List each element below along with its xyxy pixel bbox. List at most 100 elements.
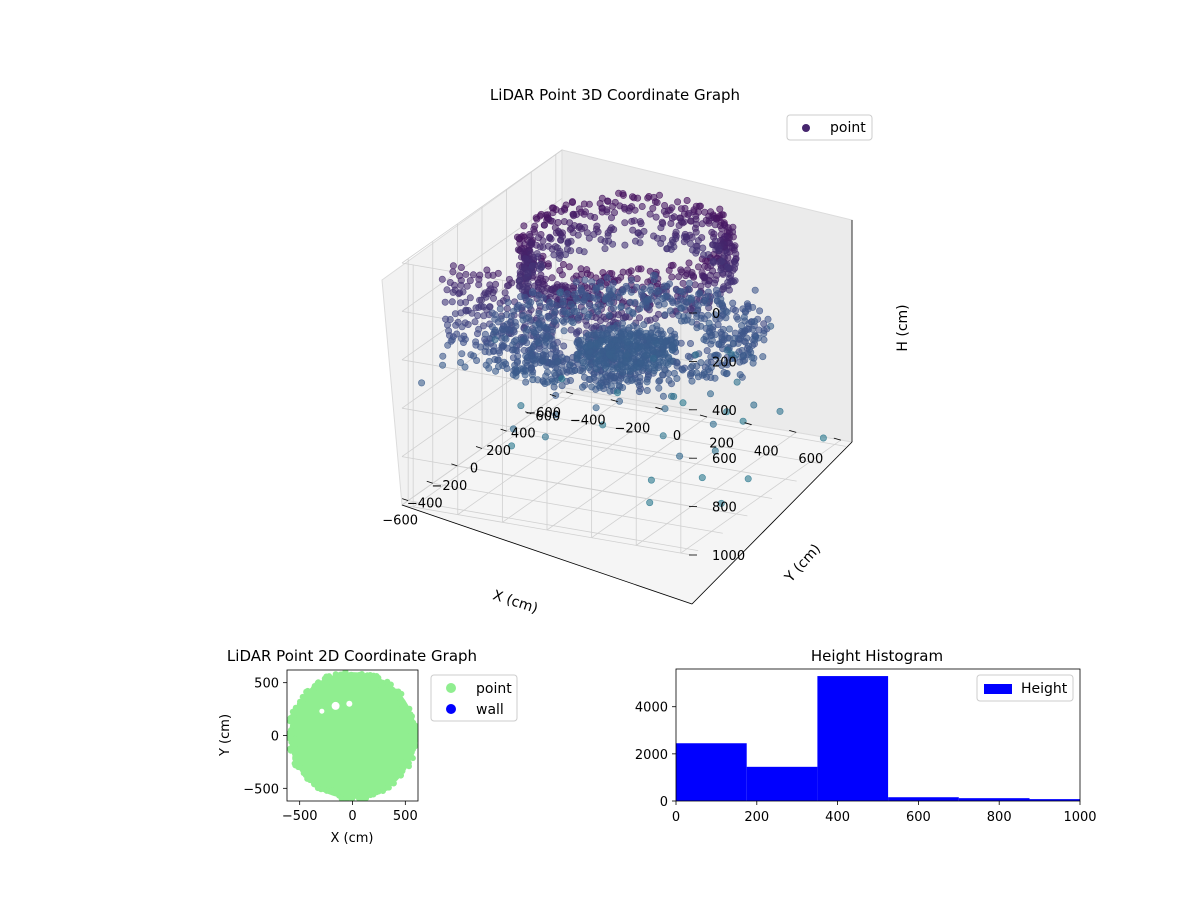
scatter-point-2d bbox=[397, 772, 404, 779]
scatter-point-3d bbox=[528, 371, 536, 379]
scatter-point-3d bbox=[705, 319, 713, 327]
scatter-point-3d bbox=[526, 239, 534, 247]
scatter-point-3d bbox=[687, 296, 695, 304]
point-gap-2d bbox=[346, 700, 353, 707]
scatter-point-3d bbox=[560, 342, 568, 350]
scatter-point-3d bbox=[469, 271, 477, 279]
scatter-point-2d bbox=[375, 788, 382, 795]
scatter-point-3d bbox=[618, 319, 626, 327]
x-tick-mark bbox=[451, 463, 458, 467]
scatter-point-3d bbox=[516, 268, 524, 276]
scatter-point-3d bbox=[653, 287, 661, 295]
scatter-point-3d bbox=[661, 282, 669, 290]
scatter-point-3d bbox=[622, 376, 630, 384]
scatter-point-3d bbox=[759, 353, 767, 361]
scatter-point-3d bbox=[627, 288, 635, 296]
y-tick-label: 600 bbox=[798, 452, 823, 467]
scatter-point-3d bbox=[522, 352, 530, 360]
scatter-point-2d bbox=[304, 767, 310, 774]
scatter-point-2d bbox=[299, 693, 306, 700]
scatter-point-3d bbox=[491, 315, 499, 323]
scatter-point-2d bbox=[329, 787, 336, 794]
scatter-point-3d bbox=[711, 279, 719, 287]
y-tick-label-hist: 0 bbox=[660, 795, 668, 810]
scatter-point-3d bbox=[709, 420, 717, 428]
scatter-point-3d bbox=[625, 324, 633, 332]
legend-histogram-label: Height bbox=[1021, 681, 1068, 697]
scatter-point-3d bbox=[601, 245, 609, 253]
scatter-point-3d bbox=[613, 293, 621, 301]
scatter-point-3d bbox=[471, 318, 479, 326]
scatter-point-2d bbox=[396, 700, 403, 707]
scatter-point-3d bbox=[743, 300, 751, 308]
scatter-point-3d bbox=[646, 210, 654, 218]
scatter-point-3d bbox=[542, 275, 550, 283]
scatter-point-3d bbox=[530, 328, 538, 336]
scatter-point-3d bbox=[679, 366, 687, 374]
scatter-point-3d bbox=[543, 368, 551, 376]
scatter-point-3d bbox=[572, 330, 580, 338]
scatter-point-3d bbox=[580, 373, 588, 381]
scatter-point-3d bbox=[604, 326, 612, 334]
scatter-point-3d bbox=[567, 317, 575, 325]
scatter-point-3d bbox=[552, 316, 560, 324]
histogram-bar bbox=[817, 676, 889, 801]
scatter-point-3d bbox=[703, 347, 711, 355]
scatter-point-3d bbox=[517, 402, 525, 410]
scatter-point-3d bbox=[449, 268, 457, 276]
scatter-point-3d bbox=[736, 371, 744, 379]
scatter-point-3d bbox=[535, 299, 543, 307]
scatter-point-3d bbox=[438, 275, 446, 283]
scatter-point-2d bbox=[340, 790, 347, 796]
scatter-point-3d bbox=[593, 222, 601, 230]
scatter-point-3d bbox=[524, 301, 532, 309]
scatter-point-3d bbox=[528, 345, 536, 353]
scatter-point-3d bbox=[546, 298, 554, 306]
scatter-point-3d bbox=[725, 227, 733, 235]
scatter-point-3d bbox=[669, 261, 677, 269]
scatter-point-3d bbox=[677, 287, 685, 295]
scatter-point-2d bbox=[287, 735, 293, 742]
scatter-point-3d bbox=[572, 278, 580, 286]
scatter-point-3d bbox=[711, 311, 719, 319]
scatter-point-3d bbox=[577, 286, 585, 294]
scatter-point-3d bbox=[598, 373, 606, 381]
scatter-point-3d bbox=[739, 417, 747, 425]
scatter-point-3d bbox=[707, 363, 715, 371]
scatter-point-3d bbox=[709, 267, 717, 275]
scatter-point-3d bbox=[685, 279, 693, 287]
scatter-point-3d bbox=[457, 263, 465, 271]
chart-2d-title: LiDAR Point 2D Coordinate Graph bbox=[227, 647, 477, 665]
x-tick-label-hist: 800 bbox=[987, 810, 1012, 825]
scatter-point-2d bbox=[315, 679, 322, 686]
scatter-point-3d bbox=[764, 315, 772, 323]
scatter-point-3d bbox=[594, 352, 602, 360]
grid-line-floor-y bbox=[412, 393, 574, 508]
scatter-point-3d bbox=[723, 359, 731, 367]
scatter-point-2d bbox=[332, 673, 339, 680]
scatter-point-2d bbox=[367, 792, 374, 799]
scatter-point-2d bbox=[314, 785, 321, 792]
scatter-point-3d bbox=[497, 315, 505, 323]
scatter-point-3d bbox=[522, 378, 530, 386]
scatter-point-3d bbox=[607, 341, 615, 349]
scatter-point-3d bbox=[642, 351, 650, 359]
scatter-point-3d bbox=[659, 432, 667, 440]
scatter-point-3d bbox=[727, 350, 735, 358]
scatter-point-3d bbox=[513, 357, 521, 365]
ticks-3d: −600−400−2000200400600−600−400−200020040… bbox=[382, 307, 841, 564]
scatter-point-3d bbox=[581, 208, 589, 216]
scatter-point-3d bbox=[724, 278, 732, 286]
scatter-point-2d bbox=[348, 672, 354, 678]
scatter-point-3d bbox=[723, 369, 731, 377]
scatter-point-3d bbox=[640, 321, 648, 329]
scatter-point-3d bbox=[700, 251, 708, 259]
scatter-point-3d bbox=[655, 384, 663, 392]
scatter-point-3d bbox=[700, 297, 708, 305]
scatter-point-3d bbox=[652, 339, 660, 347]
scatter-point-3d bbox=[568, 199, 576, 207]
scatter-point-3d bbox=[717, 266, 725, 274]
scatter-point-3d bbox=[620, 203, 628, 211]
scatter-point-3d bbox=[544, 378, 552, 386]
